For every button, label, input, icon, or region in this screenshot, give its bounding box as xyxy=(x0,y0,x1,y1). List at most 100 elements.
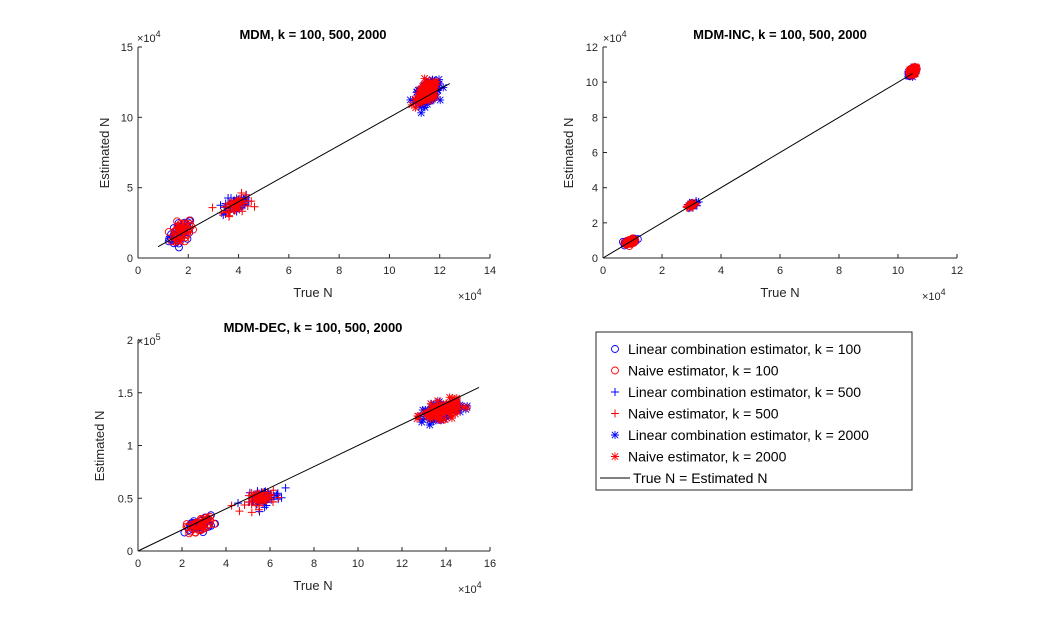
x-tick-label: 12 xyxy=(396,558,408,570)
legend-marker xyxy=(611,388,619,396)
y-tick-label: 0.5 xyxy=(118,493,133,505)
point-naive-k500 xyxy=(261,495,270,504)
point-linear-k2000 xyxy=(439,415,448,424)
legend: Linear combination estimator, k = 100 Nai… xyxy=(595,331,913,491)
point-naive-k500 xyxy=(262,496,271,505)
point-naive-k100 xyxy=(206,512,214,521)
y-tick-label: 1 xyxy=(127,441,133,453)
x-tick-label: 10 xyxy=(352,558,364,570)
legend-marker xyxy=(611,409,619,418)
point-naive-k500 xyxy=(268,497,277,506)
y-exponent-label: ×105 xyxy=(137,332,161,348)
point-linear-k2000 xyxy=(420,103,429,112)
point-naive-k100 xyxy=(624,239,633,248)
x-tick-label: 12 xyxy=(434,265,446,277)
point-naive-k2000 xyxy=(445,393,454,402)
point-naive-k500 xyxy=(274,493,283,502)
point-naive-k2000 xyxy=(418,96,427,105)
marks-layer xyxy=(157,74,451,252)
point-naive-k2000 xyxy=(424,76,433,85)
point-linear-k2000 xyxy=(427,417,436,426)
x-axis-label: True N xyxy=(760,285,799,300)
point-naive-k2000 xyxy=(908,68,917,77)
point-linear-k2000 xyxy=(456,400,465,409)
point-naive-k100 xyxy=(176,225,185,234)
subplot-mdm-dec: MDM-DEC, k = 100, 500, 2000 True N Estim… xyxy=(92,320,496,596)
y-exponent-label: ×104 xyxy=(603,29,627,45)
point-naive-k2000 xyxy=(420,74,429,83)
y-tick-label: 12 xyxy=(586,42,598,54)
subplot-title: MDM-DEC, k = 100, 500, 2000 xyxy=(224,320,403,335)
axes-layer: 0 2 4 6 8 10 12 14 0 5 10 15 xyxy=(121,42,496,277)
x-exponent-label: ×104 xyxy=(458,580,482,596)
y-tick-label: 15 xyxy=(121,42,133,54)
point-naive-k2000 xyxy=(432,402,441,411)
point-naive-k2000 xyxy=(410,95,419,104)
x-exponent-label: ×104 xyxy=(922,287,946,303)
point-naive-k2000 xyxy=(431,78,440,87)
point-naive-k100 xyxy=(176,220,185,229)
point-linear-k2000 xyxy=(418,415,427,424)
point-linear-k2000 xyxy=(406,95,415,104)
point-naive-k500 xyxy=(256,497,265,506)
point-naive-k2000 xyxy=(426,399,435,408)
point-linear-k2000 xyxy=(443,411,452,420)
point-naive-k500 xyxy=(240,500,249,509)
y-tick-label: 1.5 xyxy=(118,388,133,400)
x-tick-label: 2 xyxy=(185,265,191,277)
point-linear-k2000 xyxy=(425,420,434,429)
point-naive-k2000 xyxy=(434,415,443,424)
y-tick-label: 0 xyxy=(127,253,133,265)
y-tick-label: 4 xyxy=(592,183,598,195)
point-linear-k2000 xyxy=(436,96,445,105)
point-naive-k500 xyxy=(267,490,276,499)
subplot-title: MDM-INC, k = 100, 500, 2000 xyxy=(693,27,867,42)
point-naive-k2000 xyxy=(432,410,441,419)
point-naive-k2000 xyxy=(433,411,442,420)
point-naive-k500 xyxy=(247,508,256,517)
subplot-title: MDM, k = 100, 500, 2000 xyxy=(239,27,386,42)
legend-entry-label: Naive estimator, k = 100 xyxy=(628,363,779,379)
y-tick-label: 5 xyxy=(127,183,133,195)
axes-layer: 0 2 4 6 8 10 12 0 2 4 6 8 10 12 xyxy=(586,42,963,277)
point-naive-k2000 xyxy=(419,85,428,94)
point-naive-k500 xyxy=(247,197,256,206)
point-naive-k100 xyxy=(192,522,200,530)
marks-layer xyxy=(137,387,480,552)
point-naive-k100 xyxy=(174,236,183,245)
y-tick-label: 0 xyxy=(127,546,133,558)
y-axis-label: Estimated N xyxy=(561,118,576,189)
point-linear-k500 xyxy=(281,483,290,492)
point-naive-k100 xyxy=(629,236,638,245)
x-tick-label: 16 xyxy=(484,558,496,570)
x-tick-label: 8 xyxy=(336,265,342,277)
legend-marker xyxy=(611,431,619,439)
point-naive-k100 xyxy=(178,224,187,232)
reference-line xyxy=(602,72,914,259)
point-naive-k2000 xyxy=(447,414,456,423)
point-linear-k500 xyxy=(260,503,269,512)
point-naive-k2000 xyxy=(427,80,436,89)
point-linear-k2000 xyxy=(417,108,426,117)
legend-entry-label: True N = Estimated N xyxy=(633,470,767,486)
x-tick-label: 8 xyxy=(836,265,842,277)
point-naive-k2000 xyxy=(446,402,455,411)
point-naive-k100 xyxy=(185,219,194,228)
point-naive-k2000 xyxy=(413,414,422,423)
point-naive-k2000 xyxy=(448,397,457,406)
point-linear-k2000 xyxy=(435,397,444,406)
y-exponent-label: ×104 xyxy=(137,29,161,45)
point-naive-k100 xyxy=(197,525,206,534)
subplot-mdm: MDM, k = 100, 500, 2000 True N Estimated… xyxy=(97,27,496,303)
y-tick-label: 2 xyxy=(127,335,133,347)
point-naive-k2000 xyxy=(425,412,434,421)
point-naive-k500 xyxy=(238,207,247,216)
x-tick-label: 10 xyxy=(892,265,904,277)
x-tick-label: 0 xyxy=(135,558,141,570)
legend-box xyxy=(595,331,913,491)
point-naive-k2000 xyxy=(443,406,452,415)
legend-entry-label: Linear combination estimator, k = 500 xyxy=(628,384,861,400)
point-naive-k2000 xyxy=(428,83,437,92)
point-linear-k500 xyxy=(216,201,225,210)
